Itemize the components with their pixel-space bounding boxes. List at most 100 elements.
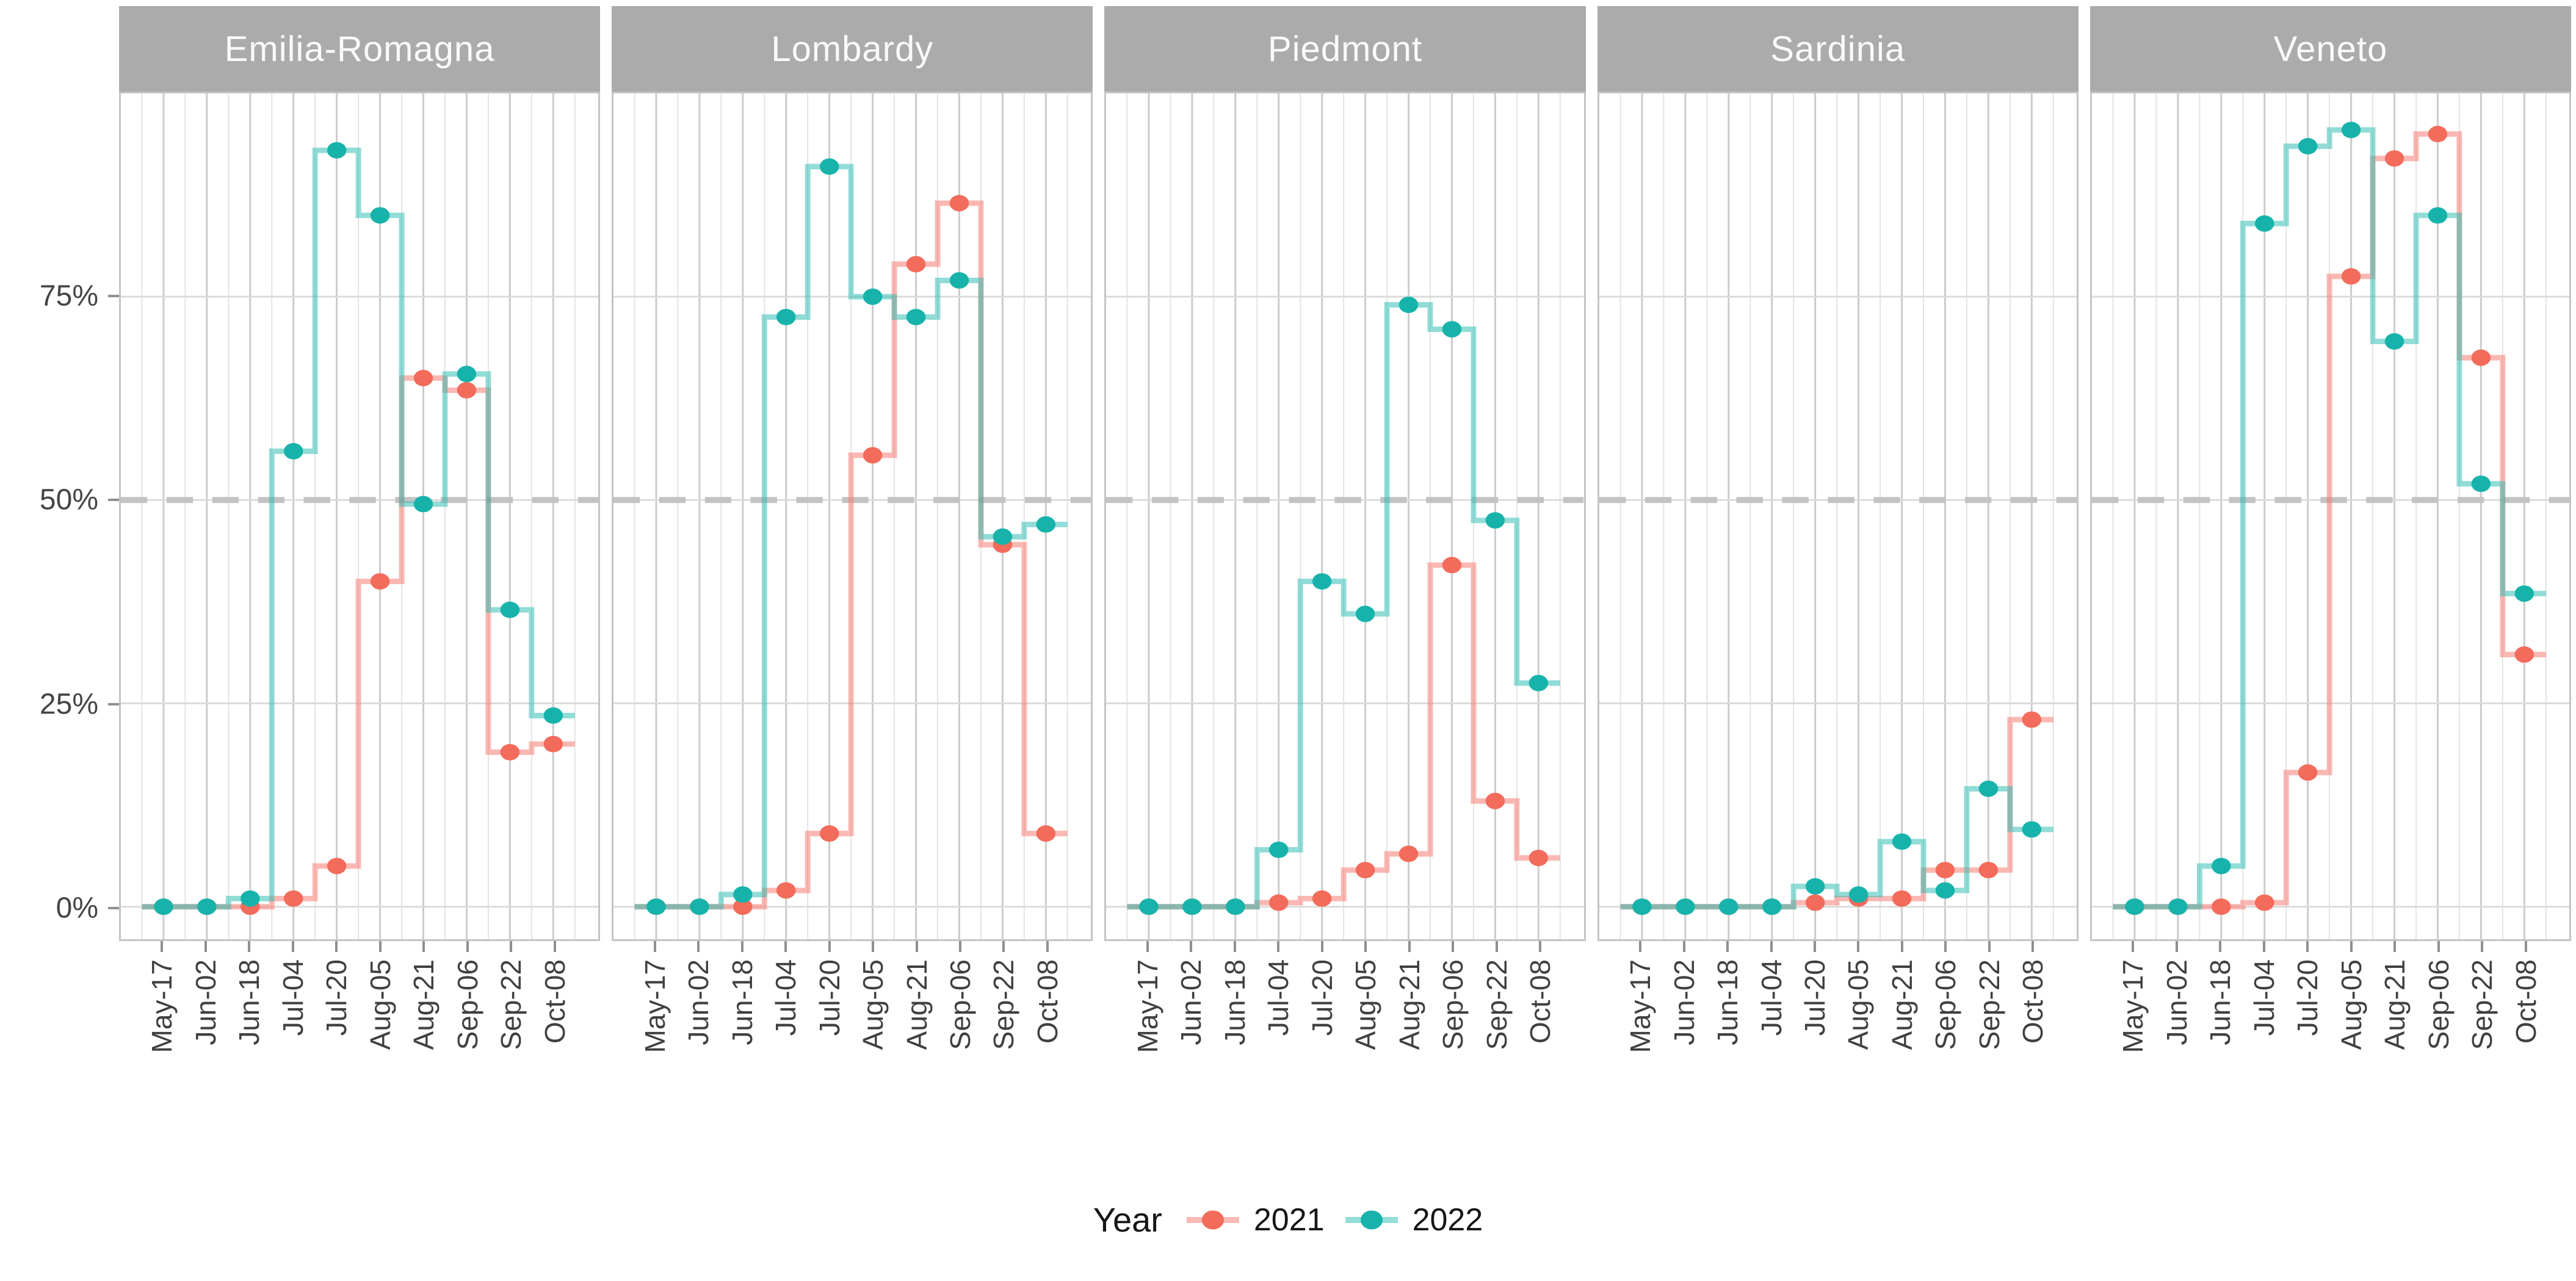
x-axis-label: Sep-06 — [1437, 959, 1469, 1050]
data-points-2022 — [2124, 121, 2534, 915]
data-point — [1182, 898, 1203, 915]
data-point — [1805, 894, 1825, 911]
x-axis-tick — [2262, 941, 2265, 952]
data-point — [2384, 150, 2404, 167]
x-axis-tick — [1770, 941, 1773, 952]
data-point — [543, 707, 563, 724]
data-point — [906, 256, 926, 273]
x-axis-label: Jun-02 — [189, 959, 222, 1045]
data-point — [1442, 321, 1462, 337]
data-point — [1226, 898, 1245, 915]
data-point — [2471, 475, 2491, 493]
y-axis-tick — [108, 294, 119, 297]
x-axis-label: Sep-22 — [2466, 959, 2498, 1050]
data-point — [2428, 207, 2448, 224]
data-point — [1486, 793, 1505, 809]
x-axis-label: Jul-20 — [813, 959, 845, 1036]
data-point — [2124, 898, 2144, 915]
data-point — [2428, 126, 2448, 143]
facet-emilia-romagna: Emilia-Romagna May-17 Jun-02 Jun-18 Jul-04 Ju… — [119, 6, 601, 1197]
data-point — [1269, 841, 1289, 858]
data-point — [413, 370, 433, 386]
x-axis-tick — [510, 941, 513, 952]
data-point — [1269, 894, 1289, 911]
facet-strip: Veneto — [2089, 6, 2572, 92]
x-axis-label: Oct-08 — [1031, 959, 1063, 1044]
x-axis-tick — [1233, 941, 1236, 952]
facet-panel — [119, 92, 601, 941]
data-point — [949, 195, 969, 212]
x-axis-tick — [1408, 941, 1411, 952]
x-axis: May-17 Jun-02 Jun-18 Jul-04 Jul-20 Aug-05 Aug-… — [2090, 941, 2571, 1197]
x-axis-label: Aug-05 — [1350, 959, 1382, 1050]
x-axis-label: Jul-20 — [1798, 959, 1831, 1036]
x-axis-tick — [784, 941, 787, 952]
data-point — [543, 735, 563, 752]
data-point — [2514, 585, 2534, 602]
x-axis-tick — [1495, 941, 1498, 952]
legend-key-dot — [1360, 1210, 1383, 1229]
data-point — [327, 142, 347, 159]
facet-plot — [121, 93, 599, 939]
data-point — [500, 744, 520, 760]
facet-sardinia: Sardinia May-17 Jun-02 Jun-18 Jul-04 Jul-20 Au… — [1597, 6, 2079, 1197]
x-axis-label: May-17 — [2117, 959, 2149, 1053]
legend-entry-2021: 2021 — [1186, 1202, 1325, 1238]
data-point — [457, 366, 477, 383]
data-point — [1935, 882, 1955, 899]
data-point — [1312, 573, 1332, 590]
facet-strip: Sardinia — [1597, 6, 2079, 92]
x-axis-label: Sep-06 — [1930, 959, 1962, 1050]
facet-panel — [612, 92, 1093, 941]
x-axis-tick — [828, 941, 831, 952]
facet-panel — [1597, 92, 2079, 941]
x-axis-label: Aug-05 — [857, 959, 889, 1050]
data-point — [1442, 557, 1462, 574]
x-axis-label: Jun-18 — [726, 959, 758, 1045]
data-point — [1935, 862, 1955, 879]
x-axis-label: Sep-22 — [988, 959, 1020, 1050]
x-axis-label: Jul-20 — [2292, 959, 2324, 1036]
x-axis-label: Sep-06 — [2422, 959, 2455, 1050]
gridlines-major-vertical — [1641, 93, 2033, 939]
data-point — [906, 309, 926, 325]
x-axis-tick — [1682, 941, 1685, 952]
data-point — [1718, 898, 1738, 915]
x-axis-label: Sep-22 — [1480, 959, 1513, 1050]
x-axis-label: Jul-04 — [1755, 959, 1787, 1036]
data-point — [1036, 516, 1056, 533]
data-point — [820, 158, 839, 175]
data-point — [1632, 898, 1652, 915]
x-axis-tick — [2437, 941, 2440, 952]
data-point — [327, 857, 347, 875]
x-axis-label: Jul-20 — [320, 959, 353, 1036]
x-axis-label: Sep-22 — [1973, 959, 2005, 1050]
data-point — [283, 890, 303, 907]
x-axis-label: Sep-06 — [944, 959, 976, 1050]
data-point — [1978, 781, 1998, 797]
x-axis-label: Jun-02 — [1175, 959, 1207, 1045]
facet-strip: Lombardy — [612, 6, 1093, 92]
data-point — [2022, 821, 2041, 838]
x-axis-label: Jun-18 — [1712, 959, 1744, 1045]
legend-label: 2022 — [1412, 1202, 1483, 1238]
x-axis-label: Oct-08 — [2017, 959, 2049, 1044]
data-point — [776, 882, 796, 899]
x-axis-tick — [248, 941, 251, 952]
data-point — [1356, 605, 1375, 622]
data-point — [1892, 833, 1911, 850]
x-axis-tick — [291, 941, 294, 952]
data-point — [154, 898, 173, 915]
facet-plot — [1106, 93, 1584, 939]
x-axis-label: Jul-04 — [2248, 959, 2280, 1036]
data-point — [863, 288, 883, 305]
x-axis: May-17 Jun-02 Jun-18 Jul-04 Jul-20 Aug-05 Aug-… — [612, 941, 1093, 1197]
x-axis-tick — [1364, 941, 1367, 952]
facet-container: Emilia-Romagna May-17 Jun-02 Jun-18 Jul-04 Ju… — [119, 6, 2572, 1197]
facet-strip: Emilia-Romagna — [119, 6, 601, 92]
data-point — [1848, 886, 1868, 903]
x-axis-tick — [1944, 941, 1947, 952]
data-point — [949, 272, 969, 289]
data-point — [1805, 878, 1825, 895]
data-point — [1399, 297, 1419, 313]
